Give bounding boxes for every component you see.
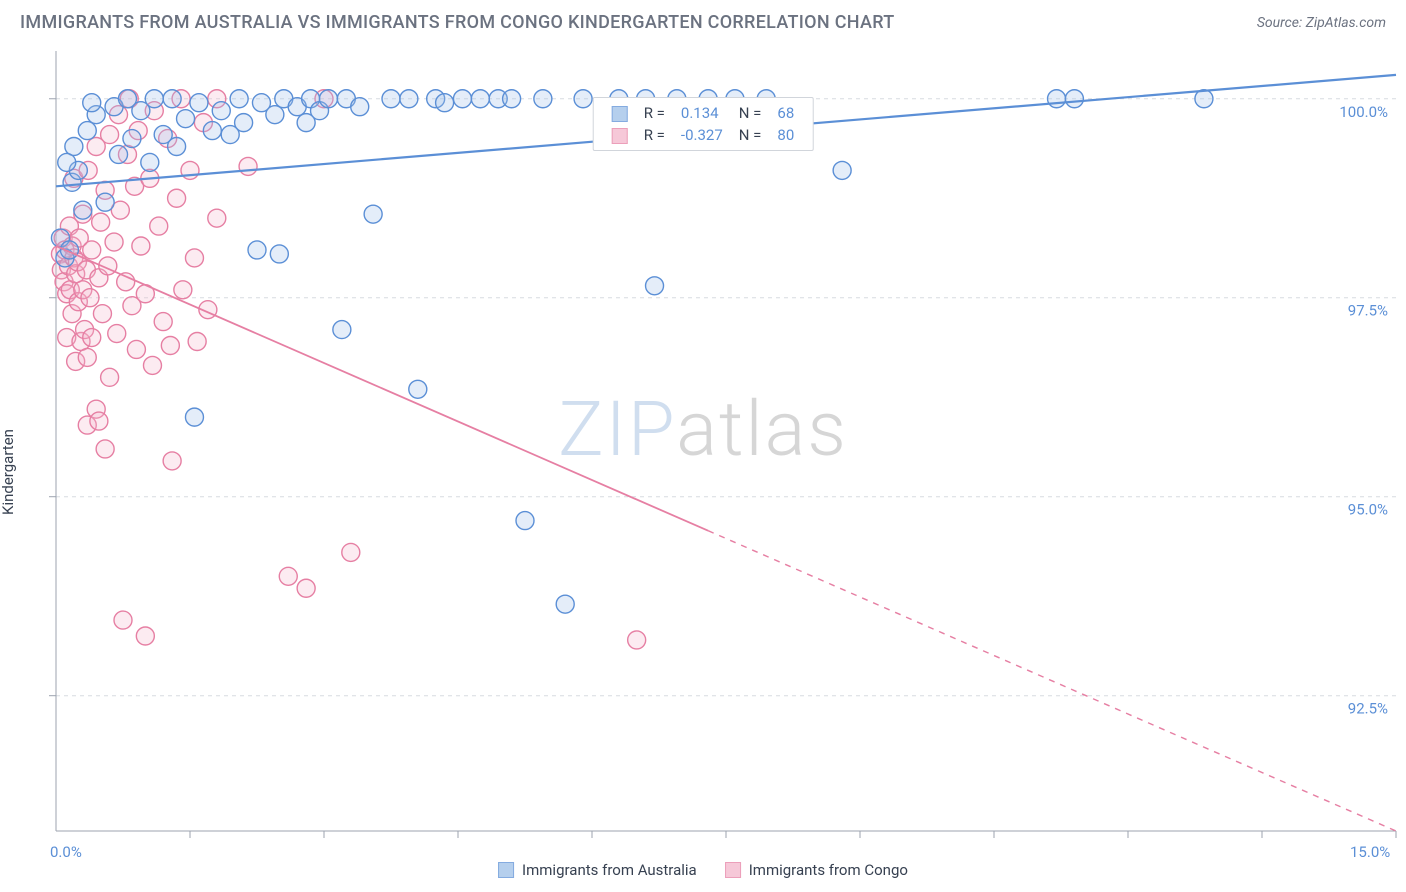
chart-title: IMMIGRANTS FROM AUSTRALIA VS IMMIGRANTS … xyxy=(20,12,895,33)
legend-row-australia: R = 0.134 N = 68 xyxy=(604,102,803,124)
r-value-australia: 0.134 xyxy=(673,102,731,124)
legend-label-congo: Immigrants from Congo xyxy=(749,861,908,879)
legend-item-congo: Immigrants from Congo xyxy=(725,861,908,879)
legend-label-australia: Immigrants from Australia xyxy=(522,861,697,879)
n-prefix: N = xyxy=(739,104,762,122)
correlation-legend: R = 0.134 N = 68 R = -0.327 N = 80 xyxy=(593,97,814,151)
chart-header: IMMIGRANTS FROM AUSTRALIA VS IMMIGRANTS … xyxy=(0,0,1406,41)
legend-swatch-congo xyxy=(612,128,628,144)
legend-item-australia: Immigrants from Australia xyxy=(498,861,697,879)
legend-row-congo: R = -0.327 N = 80 xyxy=(604,124,803,146)
legend-swatch-congo xyxy=(725,862,741,878)
legend-swatch-australia xyxy=(612,106,628,122)
source-prefix: Source: xyxy=(1257,15,1306,31)
r-value-congo: -0.327 xyxy=(673,124,731,146)
source-name: ZipAtlas.com xyxy=(1306,15,1386,31)
chart-area: Kindergarten 92.5%95.0%97.5%100.0% ZIPat… xyxy=(0,41,1406,885)
svg-text:92.5%: 92.5% xyxy=(1348,700,1388,718)
scatter-chart: 92.5% 95.0% 97.5% 100.0% xyxy=(0,41,1406,885)
legend-swatch-australia xyxy=(498,862,514,878)
svg-text:95.0%: 95.0% xyxy=(1348,501,1388,519)
n-value-congo: 80 xyxy=(769,124,802,146)
r-prefix: R = xyxy=(644,104,665,122)
r-prefix: R = xyxy=(644,126,665,144)
chart-source: Source: ZipAtlas.com xyxy=(1257,15,1386,31)
series-legend: Immigrants from Australia Immigrants fro… xyxy=(498,861,908,879)
n-value-australia: 68 xyxy=(769,102,802,124)
svg-text:97.5%: 97.5% xyxy=(1348,302,1388,320)
x-axis-max-label: 15.0% xyxy=(1350,843,1390,861)
n-prefix: N = xyxy=(739,126,762,144)
x-axis-min-label: 0.0% xyxy=(50,843,82,861)
svg-text:100.0%: 100.0% xyxy=(1339,103,1388,121)
